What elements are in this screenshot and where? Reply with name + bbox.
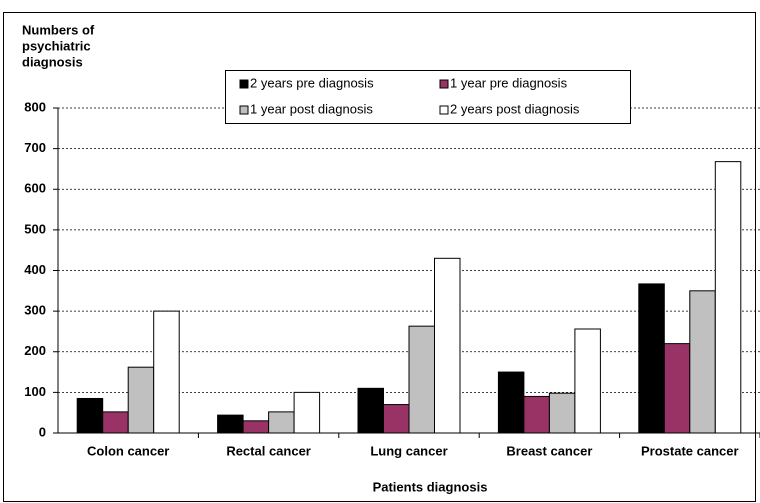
bar [638,283,665,434]
bar [408,325,435,434]
y-tick-label: 600 [24,181,46,196]
x-tick-label: Rectal cancer [226,443,311,458]
bar [153,310,180,434]
y-tick-label: 500 [24,221,46,236]
x-tick-label: Colon cancer [87,443,169,458]
bar [497,371,525,434]
legend-swatch [439,105,449,115]
legend-label: 2 years post diagnosis [450,101,580,116]
bar [268,411,295,434]
legend-label: 1 year pre diagnosis [450,75,568,90]
bar [76,397,104,434]
y-tick-label: 700 [24,140,46,155]
y-tick-label: 300 [24,303,46,318]
legend-label: 1 year post diagnosis [250,101,373,116]
bar [689,290,716,434]
bar [574,328,601,434]
bar [102,411,129,434]
x-tick-label: Prostate cancer [641,443,739,458]
bar [293,391,321,434]
legend-swatch [239,105,249,115]
bar [217,414,244,434]
bar [714,161,742,434]
y-tick-label: 800 [24,99,46,114]
bar [548,392,576,434]
y-axis-label: diagnosis [22,54,83,69]
bar [127,366,155,434]
bar [523,395,550,434]
y-tick-label: 100 [24,384,46,399]
bar [663,343,691,434]
bar [242,420,270,434]
y-tick-label: 200 [24,343,46,358]
y-tick-label: 0 [39,424,46,439]
y-axis-label: psychiatric [22,38,91,53]
legend-label: 2 years pre diagnosis [250,75,374,90]
bar [434,257,461,434]
x-axis-label: Patients diagnosis [373,479,488,494]
y-tick-label: 400 [24,262,46,277]
y-axis-label: Numbers of [22,22,95,37]
legend-swatch [439,79,449,89]
x-tick-label: Lung cancer [370,443,447,458]
x-tick-label: Breast cancer [506,443,592,458]
legend-swatch [239,79,249,89]
legend-box [225,70,631,124]
bar [383,404,410,434]
bar [357,387,384,434]
